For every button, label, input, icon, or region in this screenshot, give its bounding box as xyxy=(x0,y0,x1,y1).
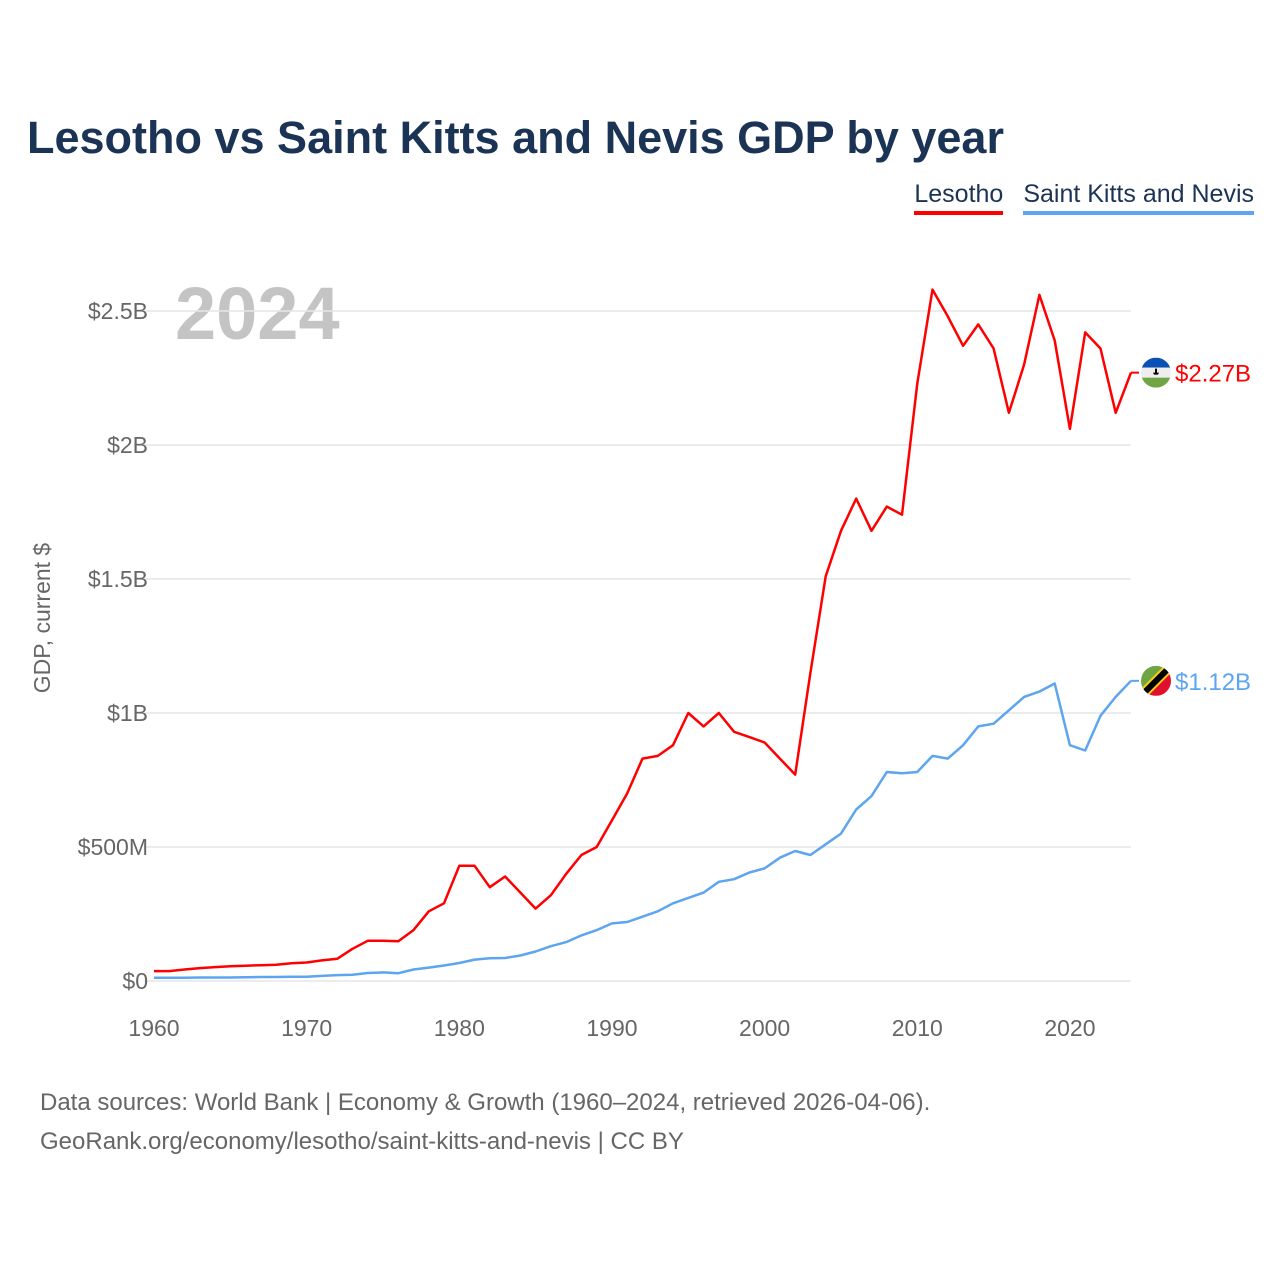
x-tick-label: 1970 xyxy=(281,1015,332,1041)
chart-title: Lesotho vs Saint Kitts and Nevis GDP by … xyxy=(27,112,1004,163)
x-tick-label: 1990 xyxy=(586,1015,637,1041)
y-tick-label: $2B xyxy=(107,432,148,458)
y-tick-label: $0 xyxy=(122,968,148,994)
y-tick-label: $500M xyxy=(78,834,148,860)
x-tick-label: 1960 xyxy=(128,1015,179,1041)
y-tick-label: $1B xyxy=(107,700,148,726)
saint-kitts-flag-icon xyxy=(1141,665,1171,696)
legend: Lesotho Saint Kitts and Nevis xyxy=(914,180,1254,215)
legend-saint-kitts-and-nevis[interactable]: Saint Kitts and Nevis xyxy=(1023,180,1254,215)
y-tick-label: $1.5B xyxy=(88,566,148,592)
series-line-saint-kitts-and-nevis xyxy=(154,679,1132,980)
end-value-label: $2.27B xyxy=(1175,361,1251,388)
lesotho-flag-icon xyxy=(1141,357,1171,388)
data-source: Data sources: World Bank | Economy & Gro… xyxy=(40,1089,931,1116)
y-axis-label: GDP, current $ xyxy=(29,543,55,694)
x-tick-label: 2000 xyxy=(739,1015,790,1041)
year-watermark: 2024 xyxy=(175,272,340,355)
y-tick-label: $2.5B xyxy=(88,298,148,324)
legend-lesotho[interactable]: Lesotho xyxy=(914,180,1004,215)
end-value-label: $1.12B xyxy=(1175,669,1251,696)
x-tick-label: 2010 xyxy=(892,1015,943,1041)
series-line-lesotho xyxy=(154,288,1133,973)
source-link[interactable]: GeoRank.org/economy/lesotho/saint-kitts-… xyxy=(40,1128,684,1155)
x-tick-label: 1980 xyxy=(434,1015,485,1041)
footer: Data sources: World Bank | Economy & Gro… xyxy=(40,1083,930,1161)
x-tick-label: 2020 xyxy=(1044,1015,1095,1041)
